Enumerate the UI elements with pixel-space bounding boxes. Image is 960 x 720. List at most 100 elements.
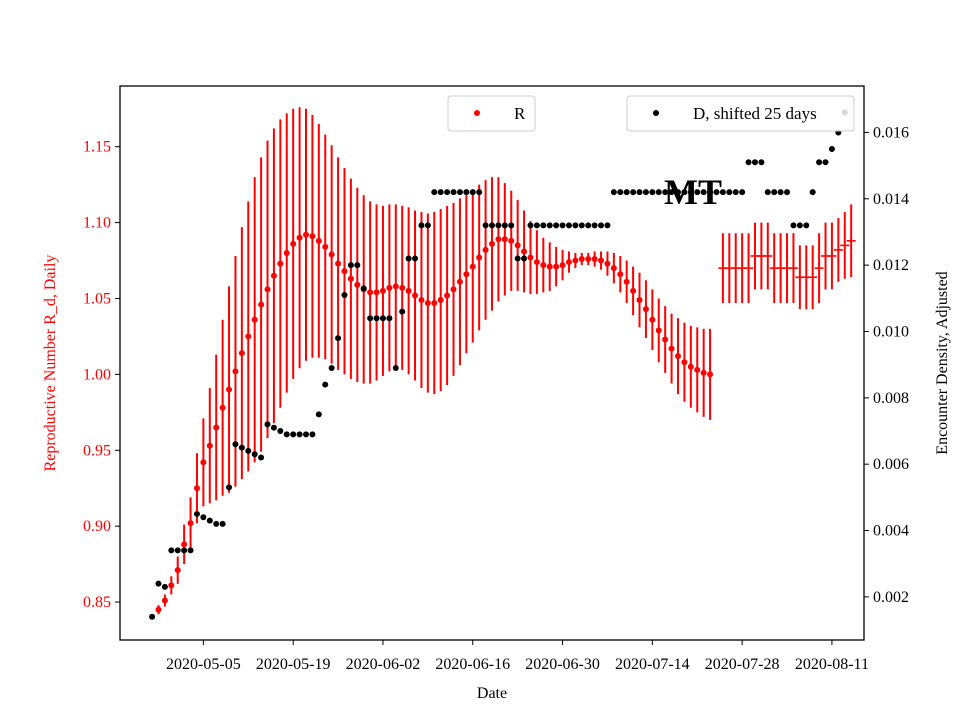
d-point — [713, 189, 720, 196]
d-point — [771, 189, 778, 196]
d-point — [623, 189, 630, 196]
r-point — [264, 286, 271, 293]
left-tick-label: 0.90 — [83, 518, 111, 535]
r-point — [309, 233, 316, 240]
d-point — [450, 189, 457, 196]
d-point — [437, 189, 444, 196]
d-point — [456, 189, 463, 196]
x-axis-label: Date — [477, 685, 507, 702]
d-point — [360, 285, 367, 292]
r-point — [553, 263, 560, 270]
d-point — [354, 262, 361, 269]
r-point — [572, 257, 579, 264]
d-point — [168, 547, 175, 554]
r-point — [649, 316, 656, 323]
r-point — [373, 289, 380, 296]
r-point — [469, 263, 476, 270]
x-tick-label: 2020-08-11 — [795, 656, 869, 673]
d-point — [155, 580, 162, 587]
d-point — [476, 189, 483, 196]
r-point — [245, 333, 252, 340]
r-point — [610, 265, 617, 272]
r-point — [559, 262, 566, 269]
r-point — [270, 272, 277, 279]
d-point — [610, 189, 617, 196]
r-point — [598, 257, 605, 264]
d-point — [412, 255, 419, 262]
r-point — [193, 485, 200, 492]
r-point — [168, 582, 175, 589]
d-point — [251, 451, 258, 458]
d-point — [283, 431, 290, 438]
d-point — [386, 315, 393, 322]
d-series — [149, 109, 848, 620]
x-tick-label: 2020-06-02 — [346, 656, 421, 673]
d-point — [681, 189, 688, 196]
r-point — [514, 242, 521, 249]
d-point — [219, 520, 226, 527]
d-point — [264, 421, 271, 428]
r-point — [379, 287, 386, 294]
r-point — [335, 260, 342, 267]
r-point — [444, 292, 451, 299]
r-point — [290, 240, 297, 247]
d-point — [521, 255, 528, 262]
d-point — [309, 431, 316, 438]
d-point — [636, 189, 643, 196]
d-point — [630, 189, 637, 196]
r-point — [630, 287, 637, 294]
d-point — [315, 411, 322, 418]
r-point — [155, 606, 162, 613]
r-point — [585, 256, 592, 263]
r-point — [431, 300, 438, 307]
r-point — [533, 259, 540, 266]
d-point — [828, 146, 835, 153]
r-point — [399, 284, 406, 291]
d-point — [642, 189, 649, 196]
r-point — [546, 263, 553, 270]
d-point — [559, 222, 566, 229]
r-point — [591, 256, 598, 263]
d-point — [751, 159, 758, 166]
r-point — [258, 301, 265, 308]
r-point — [482, 246, 489, 253]
left-tick-label: 0.85 — [83, 594, 111, 611]
d-point — [200, 514, 207, 521]
d-point — [347, 262, 354, 269]
right-tick-label: 0.006 — [873, 456, 909, 473]
r-point — [354, 281, 361, 288]
d-point — [303, 431, 309, 438]
left-tick-label: 1.00 — [83, 366, 111, 383]
right-tick-label: 0.014 — [873, 191, 909, 208]
d-point — [553, 222, 560, 229]
d-point — [694, 189, 701, 196]
d-point — [790, 222, 797, 229]
r-point — [187, 520, 194, 527]
d-point — [816, 159, 823, 166]
r-point — [161, 597, 168, 604]
d-point — [598, 222, 605, 229]
r-point — [219, 404, 226, 411]
d-point — [585, 222, 592, 229]
d-point — [206, 517, 213, 524]
x-tick-label: 2020-05-19 — [256, 656, 331, 673]
r-point — [527, 254, 534, 261]
r-point — [238, 350, 245, 357]
r-point — [642, 306, 649, 313]
r-point — [277, 260, 284, 267]
d-point — [707, 189, 714, 196]
legend-r-label: R — [514, 104, 526, 123]
r-point — [668, 345, 675, 352]
r-point — [226, 386, 233, 393]
d-point — [546, 222, 553, 229]
r-point — [540, 262, 547, 269]
d-point — [181, 547, 188, 554]
r-point — [495, 236, 502, 243]
d-point — [444, 189, 451, 196]
r-point — [450, 286, 457, 293]
d-point — [514, 255, 521, 262]
watermark-text: MT — [664, 172, 722, 212]
d-point — [591, 222, 598, 229]
d-point — [463, 189, 470, 196]
d-point — [482, 222, 489, 229]
